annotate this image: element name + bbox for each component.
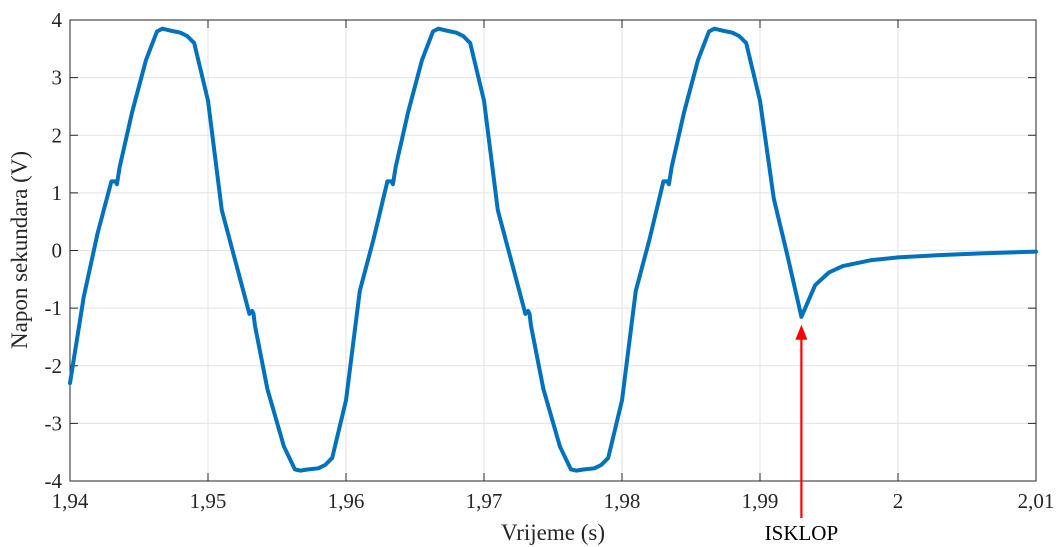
y-tick-label: 2: [52, 123, 63, 147]
y-tick-label: 4: [52, 8, 63, 32]
y-tick-label: 0: [52, 239, 63, 263]
x-tick-label: 1,97: [466, 489, 503, 513]
annotation-layer: ISKLOP: [765, 324, 839, 545]
x-tick-label: 1,95: [190, 489, 227, 513]
y-tick-label: -4: [45, 469, 63, 493]
x-tick-label: 1,99: [742, 489, 779, 513]
x-tick-label: 1,96: [328, 489, 365, 513]
x-tick-label: 2,01: [1018, 489, 1055, 513]
x-tick-label: 2: [893, 489, 904, 513]
x-tick-label: 1,94: [52, 489, 89, 513]
series-line: [68, 26, 1038, 473]
ticks: 1,94 1,95 1,96 1,97 1,98 1,99 2 2,01 -4 -3 -2 -1 0 1 2…: [45, 8, 1055, 513]
y-tick-label: 3: [52, 66, 63, 90]
y-tick-label: -2: [45, 354, 63, 378]
annotation-label: ISKLOP: [765, 521, 839, 545]
y-tick-label: 1: [52, 181, 63, 205]
series-layer: [68, 26, 1038, 473]
y-tick-label: -3: [45, 411, 63, 435]
y-tick-label: -1: [45, 296, 63, 320]
x-tick-label: 1,98: [604, 489, 641, 513]
annotation-arrow-head: [795, 324, 808, 340]
x-axis-label: Vrijeme (s): [501, 520, 605, 545]
y-axis-label: Napon sekundara (V): [7, 151, 32, 349]
